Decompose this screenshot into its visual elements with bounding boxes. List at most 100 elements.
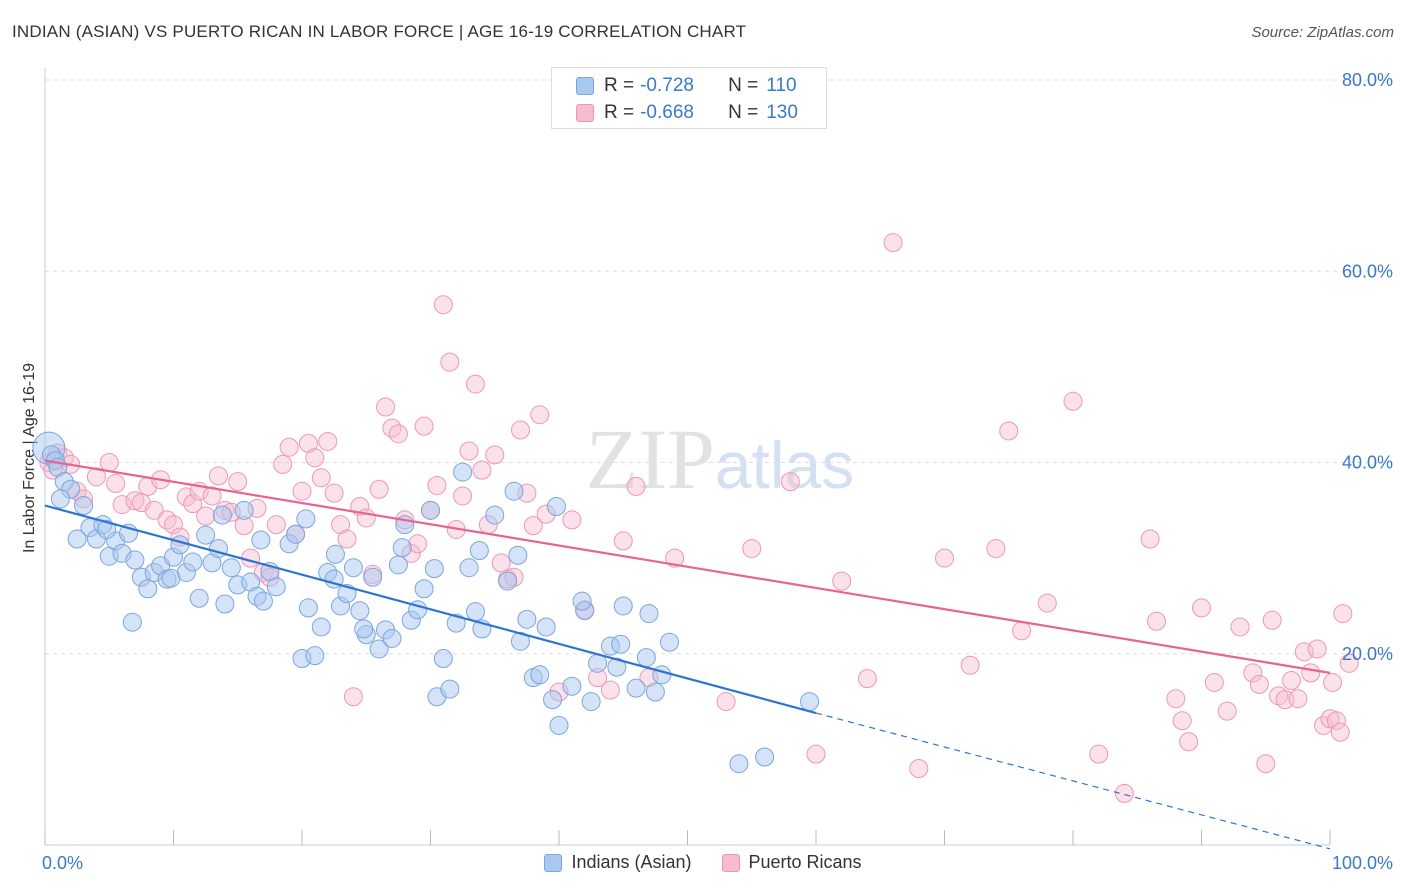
data-point-puerto-rican bbox=[305, 448, 325, 468]
data-point-indian-asian bbox=[253, 591, 273, 611]
data-point-puerto-rican bbox=[1326, 711, 1346, 731]
data-point-indian-asian bbox=[453, 462, 473, 482]
data-point-indian-asian bbox=[414, 579, 434, 599]
data-point-puerto-rican bbox=[1012, 621, 1032, 641]
data-point-puerto-rican bbox=[1320, 709, 1340, 729]
data-point-puerto-rican bbox=[832, 571, 852, 591]
data-point-puerto-rican bbox=[1140, 529, 1160, 549]
data-point-puerto-rican bbox=[909, 759, 929, 778]
data-point-indian-asian bbox=[581, 692, 601, 712]
data-point-indian-asian bbox=[50, 489, 70, 509]
data-point-indian-asian bbox=[517, 609, 537, 629]
source-label: Source: ZipAtlas.com bbox=[1251, 24, 1394, 41]
data-point-puerto-rican bbox=[144, 500, 164, 520]
data-point-indian-asian bbox=[161, 568, 181, 588]
data-point-indian-asian bbox=[421, 500, 440, 520]
data-point-puerto-rican bbox=[1114, 783, 1134, 803]
legend-label-indians: Indians (Asian) bbox=[571, 852, 692, 872]
legend-r-label: R = bbox=[604, 75, 635, 96]
data-point-puerto-rican bbox=[388, 424, 408, 444]
legend-row-indians: R = -0.728 N = 110 bbox=[576, 74, 797, 98]
data-point-indian-asian bbox=[613, 596, 633, 616]
data-point-indian-asian bbox=[440, 679, 460, 699]
data-point-indian-asian bbox=[510, 631, 530, 651]
data-point-puerto-rican bbox=[112, 495, 132, 515]
data-point-puerto-rican bbox=[1192, 598, 1211, 618]
legend-item-indians: Indians (Asian) bbox=[544, 852, 692, 873]
data-point-puerto-rican bbox=[1063, 391, 1083, 411]
data-point-puerto-rican bbox=[472, 460, 492, 480]
data-point-indian-asian bbox=[645, 682, 665, 702]
data-point-puerto-rican bbox=[318, 431, 338, 451]
data-point-puerto-rican bbox=[465, 374, 485, 394]
data-point-puerto-rican bbox=[1243, 663, 1263, 683]
data-point-indian-asian bbox=[251, 530, 271, 550]
data-point-indian-asian bbox=[369, 639, 389, 659]
data-point-puerto-rican bbox=[857, 669, 877, 689]
data-point-indian-asian bbox=[465, 602, 485, 622]
data-point-indian-asian bbox=[266, 577, 286, 597]
data-point-puerto-rican bbox=[266, 515, 286, 535]
correlation-legend: R = -0.728 N = 110 R = -0.668 N = 130 bbox=[551, 67, 827, 129]
data-point-indian-asian bbox=[508, 545, 528, 565]
grid-lines bbox=[45, 79, 1392, 655]
data-point-indian-asian bbox=[97, 519, 117, 539]
data-point-puerto-rican bbox=[562, 510, 582, 530]
data-point-puerto-rican bbox=[376, 397, 396, 417]
y-tick-label: 80.0% bbox=[1342, 70, 1393, 90]
y-tick-label: 60.0% bbox=[1342, 261, 1393, 281]
data-point-indian-asian bbox=[170, 535, 190, 555]
data-point-puerto-rican bbox=[742, 539, 762, 559]
data-point-indian-asian bbox=[286, 524, 306, 544]
data-point-puerto-rican bbox=[1179, 732, 1199, 752]
series-indians-asian bbox=[32, 431, 820, 774]
data-point-indian-asian bbox=[459, 558, 479, 578]
series-puerto-ricans bbox=[39, 233, 1359, 803]
data-point-puerto-rican bbox=[1089, 744, 1109, 764]
data-point-indian-asian bbox=[639, 604, 659, 624]
data-point-puerto-rican bbox=[491, 553, 511, 573]
data-point-indian-asian bbox=[196, 525, 216, 545]
trend-line-indians bbox=[44, 504, 817, 715]
data-point-puerto-rican bbox=[292, 481, 312, 501]
x-tick-label: 100.0% bbox=[1332, 853, 1393, 873]
data-point-indian-asian bbox=[67, 529, 87, 549]
data-point-puerto-rican bbox=[86, 467, 106, 487]
data-point-puerto-rican bbox=[986, 539, 1006, 559]
x-tick-label: 0.0% bbox=[42, 853, 83, 873]
data-point-indian-asian bbox=[729, 754, 749, 774]
data-point-indian-asian bbox=[138, 579, 158, 599]
y-tick-label: 40.0% bbox=[1342, 453, 1393, 473]
legend-row-puerto-ricans: R = -0.668 N = 130 bbox=[576, 101, 798, 125]
data-point-puerto-rican bbox=[1262, 610, 1282, 630]
data-point-puerto-rican bbox=[337, 529, 357, 549]
data-point-indian-asian bbox=[424, 559, 444, 579]
data-point-puerto-rican bbox=[324, 483, 344, 503]
trend-line-indians-extrapolated bbox=[815, 712, 1331, 850]
data-point-indian-asian bbox=[354, 619, 374, 639]
data-point-indian-asian bbox=[800, 692, 820, 712]
legend-n-label: N = bbox=[728, 75, 759, 96]
legend-r-value: -0.728 bbox=[640, 75, 694, 96]
data-point-indian-asian bbox=[636, 648, 656, 668]
data-point-puerto-rican bbox=[510, 420, 530, 440]
data-point-puerto-rican bbox=[228, 472, 248, 492]
data-point-puerto-rican bbox=[1288, 689, 1308, 709]
data-point-puerto-rican bbox=[1330, 722, 1350, 742]
data-point-indian-asian bbox=[296, 509, 316, 529]
data-point-indian-asian bbox=[485, 505, 505, 525]
data-point-puerto-rican bbox=[1307, 639, 1327, 659]
legend-swatch-blue bbox=[544, 853, 563, 872]
data-point-indian-asian bbox=[388, 555, 408, 575]
data-point-indian-asian bbox=[755, 747, 775, 767]
data-point-puerto-rican bbox=[453, 486, 473, 506]
data-point-indian-asian bbox=[298, 598, 318, 618]
data-point-puerto-rican bbox=[106, 474, 126, 494]
data-point-indian-asian bbox=[305, 646, 325, 666]
chart-title: INDIAN (ASIAN) VS PUERTO RICAN IN LABOR … bbox=[12, 22, 747, 41]
data-point-puerto-rican bbox=[427, 475, 447, 495]
data-point-indian-asian bbox=[543, 690, 563, 710]
data-point-puerto-rican bbox=[311, 468, 331, 488]
data-point-indian-asian bbox=[433, 649, 453, 669]
series-legend: Indians (Asian) Puerto Ricans bbox=[0, 852, 1406, 873]
